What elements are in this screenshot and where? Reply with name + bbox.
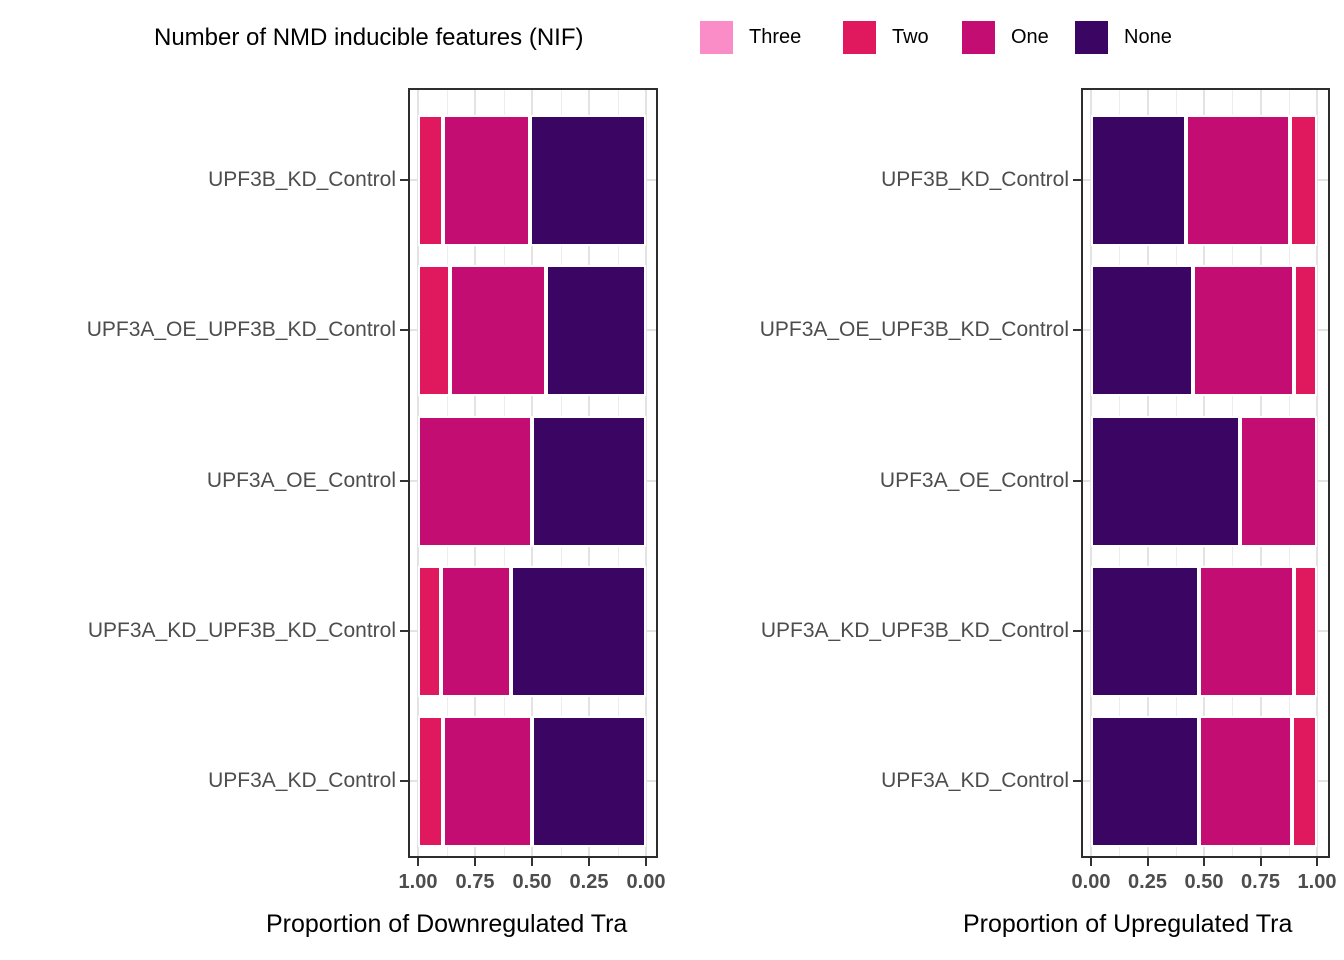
- bar-segment-two: [418, 264, 450, 396]
- bar-segment-none: [531, 715, 646, 847]
- bar-row-upf3a_kd_upf3b_kd_control: [418, 565, 646, 697]
- bar-row-upf3a_oe_upf3b_kd_control: [1091, 264, 1317, 396]
- x-axis-title: Proportion of Upregulated Tra: [963, 910, 1293, 938]
- x-axis-tick: [417, 858, 419, 866]
- y-axis-tick: [1073, 630, 1081, 632]
- y-axis-label: UPF3B_KD_Control: [208, 168, 396, 191]
- x-axis-tick: [1203, 858, 1205, 866]
- y-axis-tick: [400, 329, 408, 331]
- bar-row-upf3a_kd_upf3b_kd_control: [1091, 565, 1317, 697]
- bar-segment-two: [1294, 264, 1317, 396]
- x-axis-tick: [1316, 858, 1318, 866]
- x-axis-tick-label: 1.00: [398, 871, 438, 893]
- bar-segment-one: [1199, 715, 1293, 847]
- y-axis-label: UPF3B_KD_Control: [881, 168, 1069, 191]
- x-axis-title: Proportion of Downregulated Tra: [266, 910, 628, 938]
- bar-segment-two: [1294, 565, 1317, 697]
- y-axis-label: UPF3A_KD_Control: [208, 769, 396, 792]
- x-axis-tick: [588, 858, 590, 866]
- y-axis-tick: [1073, 480, 1081, 482]
- gridline-major: [1316, 90, 1318, 856]
- bar-segment-two: [418, 565, 441, 697]
- y-axis-label: UPF3A_KD_UPF3B_KD_Control: [760, 619, 1069, 642]
- y-axis-tick: [1073, 780, 1081, 782]
- y-axis-label: UPF3A_KD_Control: [881, 769, 1069, 792]
- upregulated-chart-panel: [1081, 88, 1330, 858]
- y-axis-tick: [400, 480, 408, 482]
- x-axis-tick: [645, 858, 647, 866]
- bar-segment-one: [443, 114, 530, 246]
- x-axis-title-clip: Proportion of Upregulated Tra: [963, 910, 1344, 942]
- bar-segment-none: [1091, 114, 1186, 246]
- x-axis-tick-label: 1.00: [1297, 871, 1337, 893]
- bar-segment-none: [1091, 565, 1200, 697]
- legend-item-label: One: [1011, 26, 1049, 48]
- bar-segment-two: [1289, 114, 1317, 246]
- bar-row-upf3a_oe_control: [418, 415, 646, 547]
- legend-swatch-one-icon: [962, 21, 995, 54]
- x-axis-tick-label: 0.00: [1071, 871, 1111, 893]
- y-axis-label: UPF3A_OE_UPF3B_KD_Control: [86, 318, 396, 341]
- bar-segment-one: [440, 565, 512, 697]
- bar-segment-none: [529, 114, 646, 246]
- bar-row-upf3a_kd_control: [418, 715, 646, 847]
- bar-segment-none: [1091, 415, 1241, 547]
- bar-row-upf3b_kd_control: [418, 114, 646, 246]
- x-axis-tick: [531, 858, 533, 866]
- y-axis-tick: [400, 179, 408, 181]
- x-axis-tick-label: 0.00: [626, 871, 666, 893]
- bar-segment-none: [1091, 264, 1193, 396]
- y-axis-tick: [400, 630, 408, 632]
- y-axis-label: UPF3A_KD_UPF3B_KD_Control: [87, 619, 396, 642]
- x-axis-tick-label: 0.75: [455, 871, 495, 893]
- x-axis-tick-label: 0.25: [569, 871, 609, 893]
- y-axis-label: UPF3A_OE_Control: [879, 469, 1069, 492]
- x-axis-title-clip: Proportion of Downregulated Tra: [266, 910, 683, 942]
- downregulated-chart-panel: [408, 88, 658, 858]
- bar-segment-none: [532, 415, 646, 547]
- x-axis-tick-label: 0.50: [512, 871, 552, 893]
- y-axis-tick: [1073, 179, 1081, 181]
- bar-segment-two: [418, 715, 444, 847]
- x-axis-tick: [474, 858, 476, 866]
- bar-row-upf3b_kd_control: [1091, 114, 1317, 246]
- bar-row-upf3a_kd_control: [1091, 715, 1317, 847]
- x-axis-tick-label: 0.75: [1241, 871, 1280, 893]
- legend-title: Number of NMD inducible features (NIF): [154, 24, 584, 51]
- bar-segment-one: [1192, 264, 1295, 396]
- bar-segment-one: [449, 264, 546, 396]
- x-axis-tick: [1146, 858, 1149, 866]
- bar-row-upf3a_oe_control: [1091, 415, 1317, 547]
- bar-segment-none: [511, 565, 646, 697]
- legend-swatch-none-icon: [1075, 21, 1108, 54]
- bar-segment-one: [1240, 415, 1317, 547]
- bar-segment-one: [443, 715, 532, 847]
- bar-segment-one: [1185, 114, 1290, 246]
- x-axis-tick-label: 0.25: [1128, 871, 1167, 893]
- legend-swatch-three-icon: [700, 21, 733, 54]
- legend-item-label: Two: [892, 26, 929, 48]
- x-axis-tick: [1090, 858, 1092, 866]
- y-axis-tick: [1073, 329, 1081, 331]
- x-axis-tick-label: 0.50: [1184, 871, 1224, 893]
- bar-segment-two: [1292, 715, 1317, 847]
- gridline-major: [645, 90, 647, 856]
- bar-segment-two: [418, 114, 444, 246]
- legend-item-label: Three: [749, 26, 802, 48]
- bar-segment-none: [1091, 715, 1200, 847]
- legend-item-label: None: [1124, 26, 1172, 48]
- y-axis-label: UPF3A_OE_UPF3B_KD_Control: [759, 318, 1069, 341]
- bar-row-upf3a_oe_upf3b_kd_control: [418, 264, 646, 396]
- bar-segment-one: [418, 415, 532, 547]
- y-axis-label: UPF3A_OE_Control: [206, 469, 396, 492]
- legend-swatch-two-icon: [843, 21, 876, 54]
- bar-segment-one: [1199, 565, 1295, 697]
- x-axis-tick: [1259, 858, 1262, 866]
- y-axis-tick: [400, 780, 408, 782]
- bar-segment-none: [545, 264, 646, 396]
